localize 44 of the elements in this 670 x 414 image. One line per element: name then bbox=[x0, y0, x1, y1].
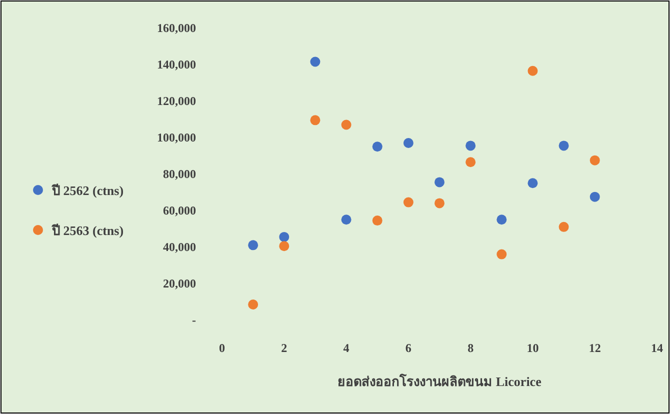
point bbox=[248, 240, 258, 250]
point bbox=[341, 214, 352, 225]
x-tick-label: 4 bbox=[343, 341, 350, 355]
point bbox=[558, 140, 569, 151]
point bbox=[590, 192, 600, 202]
y-tick-label: 160,000 bbox=[157, 21, 196, 35]
point bbox=[248, 299, 258, 310]
point bbox=[558, 222, 569, 232]
point bbox=[590, 155, 600, 166]
x-tick-label: 14 bbox=[651, 341, 663, 355]
y-tick-label: 60,000 bbox=[163, 204, 196, 218]
point bbox=[466, 157, 476, 168]
point bbox=[403, 138, 414, 148]
y-tick-label: 140,000 bbox=[157, 58, 196, 72]
point bbox=[528, 178, 538, 188]
point bbox=[341, 120, 352, 130]
point bbox=[496, 249, 507, 260]
y-tick-label: 100,000 bbox=[157, 130, 196, 144]
legend-label: ปี 2562 (ctns) bbox=[51, 183, 124, 198]
point bbox=[279, 232, 290, 242]
point bbox=[434, 198, 444, 208]
x-tick-label: 2 bbox=[281, 341, 288, 355]
y-tick-label: 20,000 bbox=[163, 276, 196, 290]
point bbox=[310, 115, 320, 126]
y-tick-label: 40,000 bbox=[163, 240, 196, 254]
point bbox=[372, 216, 382, 226]
x-tick-label: 10 bbox=[526, 341, 539, 355]
x-tick-label: 8 bbox=[468, 341, 474, 355]
point bbox=[434, 177, 444, 188]
x-tick-label: 12 bbox=[588, 341, 601, 355]
point bbox=[403, 197, 414, 208]
point bbox=[372, 142, 382, 152]
point bbox=[528, 66, 538, 76]
x-axis-title: ยอดส่งออกโรงงานผลิตขนม Licorice bbox=[338, 373, 542, 389]
y-tick-label: 80,000 bbox=[163, 167, 196, 181]
point bbox=[310, 56, 320, 67]
point bbox=[466, 140, 476, 151]
legend-label: ปี 2563 (ctns) bbox=[51, 223, 124, 238]
y-tick-label: 120,000 bbox=[157, 94, 196, 108]
point bbox=[279, 241, 290, 252]
x-tick-label: 0 bbox=[219, 341, 225, 355]
point bbox=[496, 214, 507, 225]
y-tick-label: - bbox=[192, 313, 196, 327]
x-tick-label: 6 bbox=[405, 341, 412, 355]
